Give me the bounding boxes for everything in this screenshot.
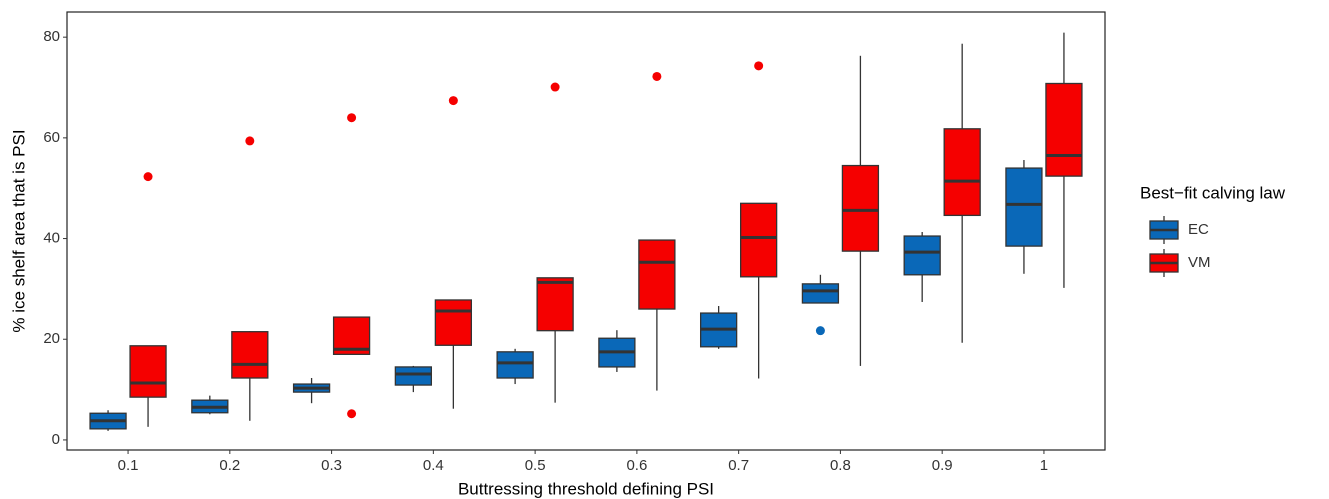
- box: [903, 235, 941, 276]
- x-tick-label: 0.9: [932, 457, 953, 474]
- x-tick-label: 0.3: [321, 457, 342, 474]
- outlier: [652, 71, 662, 81]
- box: [943, 128, 981, 217]
- legend-item: VM: [1149, 249, 1211, 277]
- box: [231, 331, 269, 379]
- x-tick-label: 0.5: [525, 457, 546, 474]
- legend-label: VM: [1188, 254, 1211, 271]
- x-tick-label: 0.8: [830, 457, 851, 474]
- outlier: [754, 61, 764, 71]
- x-axis-title: Buttressing threshold defining PSI: [458, 479, 714, 498]
- y-tick-label: 80: [43, 28, 60, 45]
- outlier: [143, 172, 153, 182]
- y-tick-label: 0: [52, 431, 60, 448]
- box: [394, 366, 433, 386]
- y-tick-label: 20: [43, 330, 60, 347]
- box: [129, 345, 167, 398]
- legend-title: Best−fit calving law: [1140, 183, 1286, 202]
- x-tick-label: 1: [1040, 457, 1048, 474]
- outlier: [815, 326, 825, 336]
- box: [1045, 82, 1083, 177]
- box: [434, 299, 473, 346]
- legend-item: EC: [1149, 216, 1209, 244]
- x-tick-label: 0.4: [423, 457, 444, 474]
- x-tick-label: 0.1: [118, 457, 139, 474]
- box: [801, 283, 840, 304]
- outlier: [347, 409, 357, 419]
- outlier: [347, 113, 357, 123]
- box: [536, 277, 574, 332]
- outlier: [448, 96, 458, 106]
- outlier: [550, 82, 560, 92]
- box: [496, 351, 534, 379]
- box: [638, 239, 676, 310]
- legend-label: EC: [1188, 221, 1209, 238]
- x-tick-label: 0.6: [626, 457, 647, 474]
- box: [739, 202, 778, 278]
- y-tick-label: 40: [43, 230, 60, 247]
- x-tick-label: 0.7: [728, 457, 749, 474]
- plot-border: [66, 11, 1106, 451]
- outlier: [245, 136, 255, 146]
- y-axis-title: % ice shelf area that is PSI: [9, 129, 28, 332]
- box: [1005, 167, 1043, 247]
- box: [841, 164, 880, 252]
- y-tick-label: 60: [43, 129, 60, 146]
- x-tick-label: 0.2: [219, 457, 240, 474]
